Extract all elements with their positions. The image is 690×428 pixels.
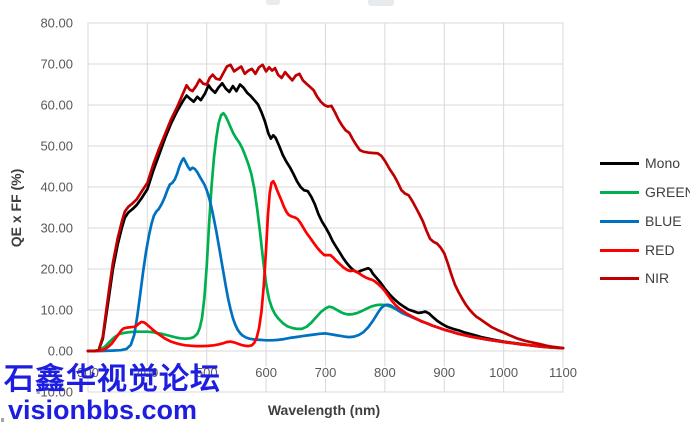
- x-tick-label-1000: 1000: [489, 365, 518, 380]
- legend-item-mono: Mono: [600, 154, 680, 172]
- y-tick-label-40: 40.00: [40, 180, 73, 195]
- x-tick-label-500: 500: [196, 365, 218, 380]
- y-tick-label-30: 30.00: [40, 221, 73, 236]
- y-axis-title: QE x FF (%): [8, 168, 24, 248]
- x-tick-label-900: 900: [433, 365, 455, 380]
- legend-label-blue: BLUE: [645, 213, 682, 229]
- series-line-nir: [86, 63, 565, 353]
- y-tick-label-70: 70.00: [40, 57, 73, 72]
- legend-label-mono: Mono: [645, 155, 681, 171]
- x-tick-label-400: 400: [137, 365, 159, 380]
- x-tick-label-600: 600: [255, 365, 277, 380]
- legend-label-red: RED: [645, 242, 675, 258]
- legend-item-nir: NIR: [600, 269, 669, 287]
- red-line-swatch: [600, 248, 639, 252]
- y-tick-label-80: 80.00: [40, 16, 73, 31]
- y-tick-label-20: 20.00: [40, 262, 73, 277]
- legend-item-green: GREEN: [600, 183, 690, 201]
- corner-mark: [1, 418, 4, 422]
- y-tick-label-10: 10.00: [40, 303, 73, 318]
- x-tick-label-300: 300: [77, 365, 99, 380]
- legend-item-blue: BLUE: [600, 212, 682, 230]
- mono-line-swatch: [600, 161, 639, 165]
- legend-label-nir: NIR: [645, 270, 670, 286]
- y-tick-label-50: 50.00: [40, 139, 73, 154]
- nir-line-swatch: [600, 276, 639, 280]
- cropped-title-remnant: [368, 0, 394, 6]
- green-line-swatch: [600, 190, 639, 194]
- x-tick-label-1100: 1100: [549, 365, 577, 380]
- chart-legend: Mono GREEN BLUE RED NIR: [600, 0, 690, 428]
- x-axis-title: Wavelength (nm): [267, 402, 381, 418]
- series-line-mono: [86, 81, 565, 353]
- x-tick-label-800: 800: [374, 365, 396, 380]
- cropped-title-remnant: [266, 0, 280, 5]
- y-tick-label--10: -10.00: [36, 385, 73, 400]
- legend-label-green: GREEN: [645, 184, 690, 200]
- x-tick-label-700: 700: [315, 365, 337, 380]
- plot-area-border: [87, 22, 564, 393]
- y-tick-label-0: 0.00: [48, 344, 73, 359]
- y-tick-label-60: 60.00: [40, 98, 73, 113]
- series-line-red: [86, 179, 565, 353]
- legend-item-red: RED: [600, 241, 675, 259]
- blue-line-swatch: [600, 219, 639, 223]
